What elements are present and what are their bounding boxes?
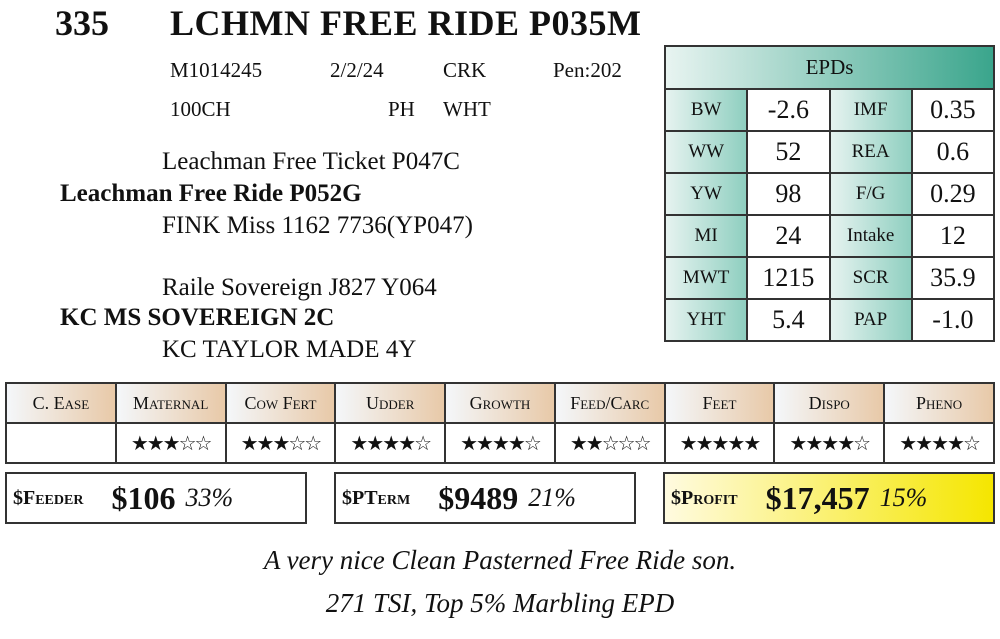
rating-cell: ★★★☆☆ [114, 422, 227, 464]
epd-label: SCR [828, 256, 913, 300]
rating-cell: ★★★★☆ [444, 422, 556, 464]
rating-cell: ★★★☆☆ [224, 422, 337, 464]
epd-value: 0.6 [910, 130, 996, 174]
epd-label: YW [663, 172, 749, 216]
epd-label: MI [663, 214, 749, 258]
breeder: CRK [443, 58, 487, 82]
index-label: $Profit [671, 486, 738, 509]
rating-cell [5, 422, 117, 464]
dam: KC MS SOVEREIGN 2C [60, 304, 335, 331]
rating-header: Maternal [114, 382, 227, 424]
star-rating: ★★★☆☆ [130, 432, 213, 455]
rating-cell: ★★☆☆☆ [553, 422, 666, 464]
dam-sire: Raile Sovereign J827 Y064 [162, 274, 437, 301]
index-percent: 33% [185, 483, 234, 512]
epd-label: PAP [828, 298, 913, 342]
epd-row: BW -2.6 IMF 0.35 [663, 88, 996, 132]
epd-value: 24 [746, 214, 831, 258]
index-label: $Feeder [13, 486, 84, 509]
rating-header: Pheno [883, 382, 995, 424]
sire-dam: FINK Miss 1162 7736(YP047) [162, 212, 473, 239]
epd-label: F/G [828, 172, 913, 216]
color: WHT [443, 97, 491, 121]
index-percent: 21% [528, 483, 576, 512]
star-rating: ★★★★☆ [460, 432, 542, 455]
rating-cell: ★★★★☆ [773, 422, 886, 464]
epd-value: -2.6 [746, 88, 831, 132]
epd-value: 98 [746, 172, 831, 216]
star-rating: ★★★★☆ [899, 432, 981, 455]
pen: Pen:202 [553, 58, 622, 82]
index-value: $17,457 [765, 479, 870, 516]
epd-value: 0.29 [910, 172, 996, 216]
epd-value: 1215 [746, 256, 831, 300]
epd-label: WW [663, 130, 749, 174]
epd-title: EPDs [664, 45, 995, 90]
epd-row: YHT 5.4 PAP -1.0 [663, 298, 996, 342]
rating-cell: ★★★★★ [663, 422, 776, 464]
star-rating: ★★☆☆☆ [569, 432, 652, 455]
epd-label: REA [828, 130, 913, 174]
epd-value: 0.35 [910, 88, 996, 132]
rating-cell: ★★★★☆ [883, 422, 995, 464]
epd-value: -1.0 [910, 298, 996, 342]
animal-name: LCHMN FREE RIDE P035M [170, 3, 642, 43]
epd-table: EPDs BW -2.6 IMF 0.35 WW 52 REA 0.6 YW 98 F/G 0.29 M… [663, 45, 996, 342]
ch-code: 100CH [170, 97, 231, 121]
polled: PH [388, 97, 415, 121]
reg-number: M1014245 [170, 58, 263, 82]
star-rating: ★★★★☆ [350, 432, 432, 455]
index-label: $PTerm [342, 486, 411, 509]
epd-label: Intake [828, 214, 913, 258]
rating-table: C. Ease Maternal Cow Fert Udder Growth Feed/C… [5, 382, 995, 464]
index-percent: 15% [879, 483, 928, 512]
lot-number: 335 [55, 3, 109, 43]
epd-value: 5.4 [746, 298, 831, 342]
epd-label: BW [663, 88, 749, 132]
epd-label: YHT [663, 298, 749, 342]
rating-header: Feet [663, 382, 776, 424]
star-rating: ★★★★★ [679, 432, 762, 455]
dam-dam: KC TAYLOR MADE 4Y [162, 336, 417, 363]
epd-value: 12 [910, 214, 996, 258]
epd-row: YW 98 F/G 0.29 [663, 172, 996, 216]
rating-header: C. Ease [5, 382, 117, 424]
index-value: $9489 [438, 479, 519, 516]
rating-header: Feed/Carc [553, 382, 666, 424]
epd-label: IMF [828, 88, 913, 132]
star-rating: ★★★★☆ [789, 432, 871, 455]
epd-label: MWT [663, 256, 749, 300]
comment: 271 TSI, Top 5% Marbling EPD [325, 588, 675, 618]
epd-row: WW 52 REA 0.6 [663, 130, 996, 174]
epd-row: MI 24 Intake 12 [663, 214, 996, 258]
birth-date: 2/2/24 [330, 58, 384, 82]
rating-header: Growth [444, 382, 556, 424]
rating-cell: ★★★★☆ [334, 422, 447, 464]
sire-sire: Leachman Free Ticket P047C [162, 148, 460, 175]
index-value: $106 [111, 479, 176, 516]
sire: Leachman Free Ride P052G [60, 180, 362, 207]
index-box: $Profit $17,457 15% [663, 472, 995, 524]
star-rating: ★★★☆☆ [240, 432, 323, 455]
epd-value: 52 [746, 130, 831, 174]
rating-header: Udder [334, 382, 447, 424]
epd-value: 35.9 [910, 256, 996, 300]
rating-header: Dispo [773, 382, 886, 424]
rating-header: Cow Fert [224, 382, 337, 424]
epd-row: MWT 1215 SCR 35.9 [663, 256, 996, 300]
index-box: $PTerm $9489 21% [334, 472, 636, 524]
comment: A very nice Clean Pasterned Free Ride so… [263, 545, 737, 575]
index-box: $Feeder $106 33% [5, 472, 307, 524]
